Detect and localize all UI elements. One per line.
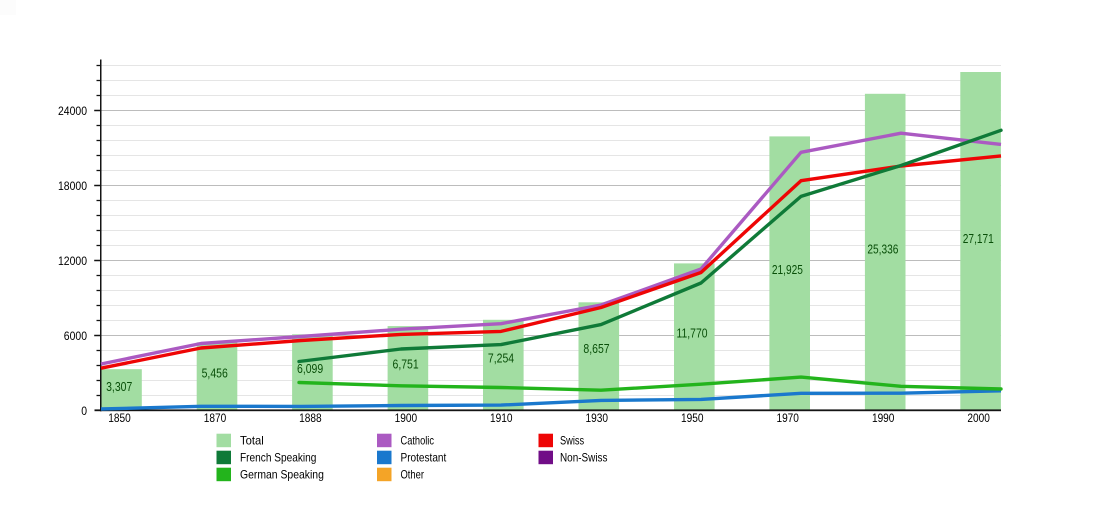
svg-text:18000: 18000 bbox=[58, 179, 87, 193]
svg-text:1870: 1870 bbox=[204, 411, 227, 425]
svg-text:7,254: 7,254 bbox=[488, 350, 514, 365]
svg-text:1950: 1950 bbox=[681, 411, 704, 425]
svg-text:0: 0 bbox=[81, 404, 87, 418]
svg-text:1900: 1900 bbox=[395, 411, 418, 425]
svg-text:Swiss: Swiss bbox=[560, 434, 584, 448]
svg-text:Catholic: Catholic bbox=[401, 434, 435, 448]
svg-text:1930: 1930 bbox=[586, 411, 609, 425]
svg-text:12000: 12000 bbox=[58, 254, 87, 268]
svg-text:6,751: 6,751 bbox=[393, 356, 419, 371]
svg-text:1970: 1970 bbox=[776, 411, 799, 425]
svg-text:6,099: 6,099 bbox=[297, 361, 323, 376]
svg-text:French Speaking: French Speaking bbox=[240, 451, 316, 465]
svg-text:27,171: 27,171 bbox=[963, 231, 994, 246]
svg-text:German Speaking: German Speaking bbox=[240, 468, 324, 482]
svg-text:2000: 2000 bbox=[967, 411, 990, 425]
svg-text:Non-Swiss: Non-Swiss bbox=[560, 451, 608, 465]
svg-text:Other: Other bbox=[401, 468, 425, 482]
svg-text:25,336: 25,336 bbox=[867, 242, 898, 257]
svg-text:1910: 1910 bbox=[490, 411, 513, 425]
svg-text:3,307: 3,307 bbox=[106, 379, 132, 394]
svg-text:5,456: 5,456 bbox=[202, 365, 228, 380]
svg-text:8,657: 8,657 bbox=[583, 341, 609, 356]
svg-text:24000: 24000 bbox=[58, 104, 87, 118]
svg-text:11,770: 11,770 bbox=[677, 326, 708, 341]
svg-text:21,925: 21,925 bbox=[772, 262, 803, 277]
svg-text:Total: Total bbox=[240, 434, 264, 448]
svg-text:Protestant: Protestant bbox=[401, 451, 447, 465]
svg-text:1850: 1850 bbox=[108, 411, 131, 425]
svg-text:1990: 1990 bbox=[872, 411, 895, 425]
svg-text:6000: 6000 bbox=[64, 329, 87, 343]
svg-text:1888: 1888 bbox=[299, 411, 322, 425]
